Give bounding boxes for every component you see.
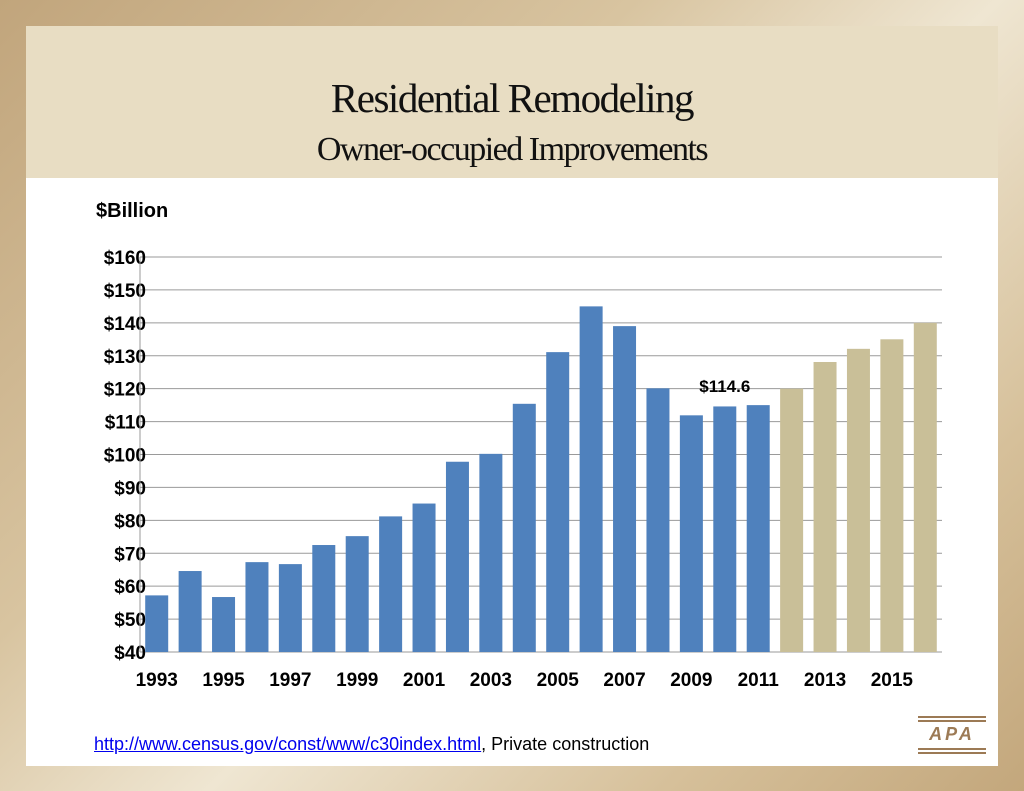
logo-text: APA bbox=[929, 724, 975, 744]
bar-actual bbox=[212, 597, 236, 652]
x-tick-label: 1999 bbox=[336, 670, 378, 691]
y-tick-label: $160 bbox=[104, 248, 146, 269]
bar-forecast bbox=[913, 322, 937, 652]
logo-rule-top-2 bbox=[918, 720, 986, 722]
source-link[interactable]: http://www.census.gov/const/www/c30index… bbox=[94, 734, 482, 754]
bar-actual bbox=[178, 571, 202, 652]
bar-actual bbox=[546, 352, 570, 652]
x-tick-label: 2013 bbox=[804, 670, 846, 691]
x-tick-label: 2001 bbox=[403, 670, 446, 691]
y-tick-label: $110 bbox=[105, 413, 146, 434]
bar-actual bbox=[245, 562, 269, 652]
bar-actual bbox=[512, 403, 536, 652]
apa-logo: APA bbox=[918, 716, 986, 754]
y-tick-label: $130 bbox=[104, 347, 146, 368]
bar-actual bbox=[679, 415, 703, 652]
y-unit-label: $Billion bbox=[96, 200, 169, 222]
y-tick-label: $140 bbox=[104, 314, 146, 335]
bar-actual bbox=[379, 516, 403, 652]
bar-actual bbox=[345, 536, 369, 652]
bar-actual bbox=[479, 453, 503, 652]
chart-subtitle: Owner-occupied Improvements bbox=[316, 131, 709, 168]
y-tick-label: $80 bbox=[114, 511, 146, 532]
bar-actual bbox=[646, 388, 670, 652]
bar-actual bbox=[746, 405, 770, 652]
x-tick-label: 2007 bbox=[603, 670, 645, 691]
bar-actual bbox=[145, 595, 169, 652]
y-tick-label: $70 bbox=[114, 544, 146, 565]
y-tick-label: $150 bbox=[104, 281, 146, 302]
logo-rule-bottom-2 bbox=[918, 752, 986, 754]
chart-title: Residential Remodeling bbox=[330, 75, 695, 121]
source-text: , Private construction bbox=[481, 734, 650, 754]
data-label: $114.6 bbox=[699, 377, 750, 396]
source-note: http://www.census.gov/const/www/c30index… bbox=[94, 734, 649, 755]
y-tick-label: $50 bbox=[114, 610, 146, 631]
bar-actual bbox=[312, 545, 336, 652]
y-tick-label: $120 bbox=[104, 380, 146, 401]
x-tick-label: 2015 bbox=[871, 670, 914, 691]
x-tick-label: 1995 bbox=[202, 670, 245, 691]
x-tick-label: 1993 bbox=[136, 670, 178, 691]
y-tick-label: $60 bbox=[114, 577, 146, 598]
bar-actual bbox=[613, 326, 637, 652]
bar-forecast bbox=[880, 339, 904, 652]
bar-forecast bbox=[846, 348, 870, 652]
logo-rule-top bbox=[918, 716, 986, 718]
x-tick-label: 2005 bbox=[537, 670, 580, 691]
title-band: Residential Remodeling Owner-occupied Im… bbox=[26, 26, 998, 178]
bar-forecast bbox=[780, 388, 804, 652]
x-tick-label: 2009 bbox=[670, 670, 712, 691]
bar-forecast bbox=[813, 362, 837, 652]
x-tick-label: 2011 bbox=[738, 670, 780, 691]
bar-actual bbox=[579, 306, 603, 652]
logo-rule-bottom bbox=[918, 748, 986, 750]
y-tick-label: $90 bbox=[114, 478, 146, 499]
x-tick-label: 1997 bbox=[269, 670, 311, 691]
bar-actual bbox=[445, 461, 469, 652]
x-tick-label: 2003 bbox=[470, 670, 512, 691]
bar-actual bbox=[713, 406, 737, 652]
y-tick-label: $40 bbox=[114, 643, 146, 664]
bar-actual bbox=[278, 564, 302, 652]
y-tick-label: $100 bbox=[104, 446, 146, 467]
bar-actual bbox=[412, 503, 436, 652]
